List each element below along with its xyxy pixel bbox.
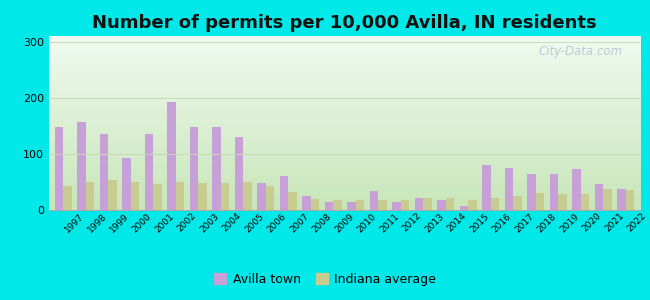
Bar [325,202,333,210]
Bar [423,198,432,210]
Bar [580,194,589,210]
Bar [86,182,94,210]
Bar [176,182,185,210]
Bar [527,173,536,210]
Bar [131,182,139,210]
Bar [626,190,634,210]
Bar [347,202,356,210]
Bar [415,198,423,210]
Bar [288,192,297,210]
Bar [55,127,63,210]
Bar [482,165,491,210]
Bar [595,184,603,210]
Bar [504,168,514,210]
Bar [145,134,153,210]
Bar [77,122,86,210]
Bar [257,183,266,210]
Bar [190,127,198,210]
Bar [491,198,499,210]
Bar [460,206,468,210]
Bar [63,186,72,210]
Bar [514,196,522,210]
Bar [356,200,364,210]
Bar [603,189,612,210]
Bar [280,176,288,210]
Bar [333,200,342,210]
Bar [302,196,311,210]
Title: Number of permits per 10,000 Avilla, IN residents: Number of permits per 10,000 Avilla, IN … [92,14,597,32]
Bar [468,200,476,210]
Bar [550,173,558,210]
Bar [617,189,626,210]
Bar [235,137,243,210]
Bar [213,127,221,210]
Bar [167,102,176,210]
Bar [558,194,567,210]
Bar [122,158,131,210]
Legend: Avilla town, Indiana average: Avilla town, Indiana average [209,268,441,291]
Bar [100,134,109,210]
Bar [572,169,580,210]
Bar [437,200,446,210]
Bar [198,183,207,210]
Bar [153,184,162,210]
Bar [378,200,387,210]
Bar [221,183,229,210]
Bar [370,191,378,210]
Bar [266,186,274,210]
Bar [392,202,401,210]
Bar [109,180,117,210]
Bar [536,193,544,210]
Bar [243,182,252,210]
Bar [446,198,454,210]
Text: City-Data.com: City-Data.com [538,45,623,58]
Bar [401,200,410,210]
Bar [311,199,319,210]
